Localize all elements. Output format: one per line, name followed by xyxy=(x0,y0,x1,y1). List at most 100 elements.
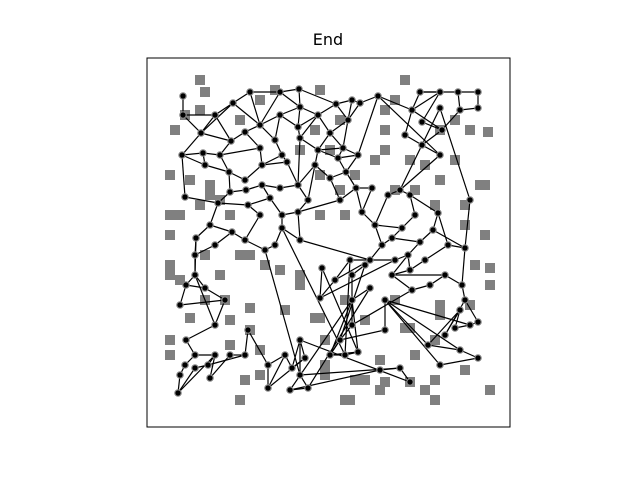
obstacle-cell xyxy=(200,250,210,260)
graph-edge xyxy=(321,267,359,353)
graph-node xyxy=(199,149,207,157)
graph-node xyxy=(211,241,219,249)
graph-node xyxy=(326,174,334,182)
graph-node xyxy=(336,336,344,344)
graph-node xyxy=(368,184,376,192)
obstacle-cell xyxy=(245,303,255,313)
graph-node xyxy=(211,321,219,329)
graph-node xyxy=(191,251,199,259)
graph-node xyxy=(474,354,482,362)
graph-node xyxy=(296,103,304,111)
graph-edge xyxy=(384,299,461,351)
graph-node xyxy=(406,378,414,386)
graph-node xyxy=(281,351,289,359)
graph-edge xyxy=(298,88,337,105)
graph-node xyxy=(258,161,266,169)
graph-node xyxy=(266,194,274,202)
graph-node xyxy=(294,208,302,216)
obstacle-cell xyxy=(340,210,350,220)
graph-node xyxy=(348,96,356,104)
graph-edge xyxy=(297,211,301,241)
graph-node xyxy=(197,129,205,137)
graph-edge xyxy=(461,247,466,286)
obstacle-cell xyxy=(200,87,210,97)
obstacle-cell xyxy=(380,125,390,135)
graph-edge xyxy=(204,287,226,301)
graph-edge xyxy=(297,164,316,186)
graph-node xyxy=(348,271,356,279)
graph-edge xyxy=(391,274,413,291)
obstacle-cell xyxy=(390,95,400,105)
graph-edge xyxy=(267,357,306,389)
graph-node xyxy=(361,261,369,269)
graph-node xyxy=(436,104,444,112)
obstacle-cell xyxy=(350,375,360,385)
graph-node xyxy=(278,151,286,159)
graph-edge xyxy=(249,91,261,126)
graph-node xyxy=(201,161,209,169)
graph-node xyxy=(381,326,389,334)
graph-edge xyxy=(299,114,319,139)
graph-node xyxy=(456,106,464,114)
obstacle-cell xyxy=(380,105,390,115)
obstacle-cell xyxy=(310,125,320,135)
obstacle-cell xyxy=(350,170,360,180)
graph-node xyxy=(242,186,250,194)
graph-edge xyxy=(181,154,206,166)
obstacle-cell xyxy=(435,175,445,185)
graph-node xyxy=(182,336,190,344)
graph-node xyxy=(296,236,304,244)
graph-edge xyxy=(421,91,441,123)
graph-node xyxy=(244,201,252,209)
graph-node xyxy=(381,296,389,304)
graph-edge xyxy=(247,329,269,366)
obstacle-cell xyxy=(215,270,225,280)
graph-edge xyxy=(232,102,261,126)
graph-edge xyxy=(377,95,413,111)
obstacle-cell xyxy=(295,270,305,280)
graph-node xyxy=(314,111,322,119)
nodes-layer xyxy=(174,85,482,397)
obstacle-cell xyxy=(315,85,325,95)
graph-edge xyxy=(307,164,316,201)
obstacle-cell xyxy=(465,125,475,135)
graph-node xyxy=(424,341,432,349)
obstacle-cell xyxy=(175,275,185,285)
graph-node xyxy=(316,294,324,302)
obstacle-cell xyxy=(375,355,385,365)
graph-edge xyxy=(357,95,379,156)
graph-node xyxy=(436,151,444,159)
obstacle-cell xyxy=(235,250,245,260)
graph-edge xyxy=(432,229,466,249)
graph-node xyxy=(191,364,199,372)
graph-edge xyxy=(319,279,336,299)
graph-edge xyxy=(297,114,319,128)
obstacle-cell xyxy=(165,260,175,270)
graph-edge xyxy=(184,196,219,204)
graph-node xyxy=(206,221,214,229)
obstacle-cell xyxy=(345,395,355,405)
obstacle-cell xyxy=(185,175,195,185)
graph-node xyxy=(276,88,284,96)
graph-node xyxy=(456,346,464,354)
graph-node xyxy=(296,134,304,142)
graph-edge xyxy=(182,114,202,134)
graph-node xyxy=(404,251,412,259)
obstacle-cell xyxy=(450,155,460,165)
obstacle-cell xyxy=(465,300,475,310)
obstacle-cell xyxy=(410,350,420,360)
obstacle-cell xyxy=(170,125,180,135)
obstacle-cell xyxy=(430,200,440,210)
obstacle-cell xyxy=(165,270,175,280)
graph-edge xyxy=(464,199,471,249)
graph-node xyxy=(388,271,396,279)
graph-edge xyxy=(181,132,202,156)
graph-node xyxy=(278,211,286,219)
obstacle-cell xyxy=(460,220,470,230)
obstacle-cell xyxy=(485,263,495,273)
graph-node xyxy=(304,384,312,392)
plot-frame xyxy=(146,57,511,428)
graph-node xyxy=(318,264,326,272)
obstacle-cell xyxy=(320,360,330,370)
obstacle-cell xyxy=(430,395,440,405)
